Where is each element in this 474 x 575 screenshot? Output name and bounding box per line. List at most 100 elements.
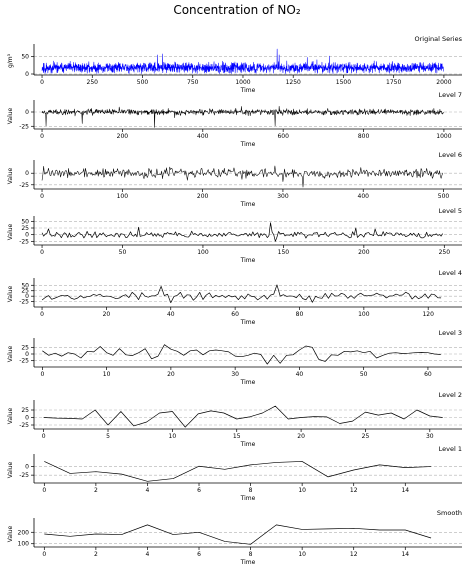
y-axis-label: Value xyxy=(7,285,14,302)
series-line xyxy=(41,48,444,74)
x-tick-label: 60 xyxy=(424,371,432,378)
x-tick-label: 250 xyxy=(439,249,451,256)
x-axis-label: Time xyxy=(240,87,256,94)
x-tick-label: 0 xyxy=(40,133,44,140)
x-axis-label: Time xyxy=(240,319,256,326)
x-axis-label: Time xyxy=(240,379,256,386)
x-tick-label: 250 xyxy=(87,79,99,86)
x-tick-label: 750 xyxy=(187,79,199,86)
y-axis-label: Value xyxy=(7,345,14,362)
series-line xyxy=(44,524,432,545)
x-tick-label: 5 xyxy=(106,433,110,440)
x-axis-label: Time xyxy=(240,441,256,448)
x-tick-label: 25 xyxy=(362,433,370,440)
x-tick-label: 30 xyxy=(231,371,239,378)
y-tick-label: 200 xyxy=(18,529,30,536)
panel-1: Level 7 -25 0 0 200 400 600 800 1000 Time Value xyxy=(7,91,462,148)
x-tick-label: 600 xyxy=(277,133,289,140)
y-tick-label: 0 xyxy=(25,464,29,471)
x-tick-label: 20 xyxy=(103,311,111,318)
x-tick-label: 0 xyxy=(40,79,44,86)
x-tick-label: 12 xyxy=(350,551,358,558)
y-tick-label: 25 xyxy=(21,407,29,414)
x-tick-label: 0 xyxy=(40,311,44,318)
x-tick-label: 1500 xyxy=(336,79,351,86)
series-line xyxy=(41,222,443,242)
x-tick-label: 2000 xyxy=(436,79,451,86)
y-tick-label: 0 xyxy=(25,109,29,116)
x-tick-label: 4 xyxy=(146,551,150,558)
x-tick-label: 10 xyxy=(298,551,306,558)
x-tick-label: 2 xyxy=(94,551,98,558)
panel-title: Level 5 xyxy=(439,207,462,215)
x-tick-label: 12 xyxy=(350,487,358,494)
x-tick-label: 0 xyxy=(40,249,44,256)
y-axis-label: Value xyxy=(7,461,14,478)
x-tick-label: 20 xyxy=(167,371,175,378)
x-tick-label: 40 xyxy=(296,371,304,378)
x-tick-label: 0 xyxy=(40,193,44,200)
y-tick-label: -25 xyxy=(19,422,29,429)
x-tick-label: 100 xyxy=(117,193,129,200)
y-tick-label: -25 xyxy=(19,299,29,306)
panel-title: Level 1 xyxy=(439,445,462,453)
x-tick-label: 200 xyxy=(197,193,209,200)
y-axis-label: g/m³ xyxy=(7,53,14,68)
x-tick-label: 14 xyxy=(401,487,409,494)
y-tick-label: 0 xyxy=(25,71,29,78)
y-tick-label: -25 xyxy=(19,182,29,189)
x-tick-label: 80 xyxy=(296,311,304,318)
x-axis-label: Time xyxy=(240,201,256,208)
series-line xyxy=(43,405,443,428)
x-tick-label: 0 xyxy=(40,371,44,378)
y-tick-label: -25 xyxy=(19,358,29,365)
series-line xyxy=(41,106,444,128)
x-tick-label: 14 xyxy=(401,551,409,558)
x-tick-label: 800 xyxy=(358,133,370,140)
y-axis-label: Value xyxy=(7,525,14,542)
x-tick-label: 2 xyxy=(94,487,98,494)
x-tick-label: 400 xyxy=(197,133,209,140)
x-tick-label: 15 xyxy=(233,433,241,440)
x-tick-label: 50 xyxy=(119,249,127,256)
x-tick-label: 20 xyxy=(297,433,305,440)
y-tick-label: -25 xyxy=(19,123,29,130)
x-tick-label: 100 xyxy=(358,311,370,318)
panel-title: Level 6 xyxy=(439,151,462,159)
y-tick-label: 0 xyxy=(25,170,29,177)
x-tick-label: 4 xyxy=(146,487,150,494)
x-tick-label: 500 xyxy=(137,79,149,86)
y-tick-label: 0 xyxy=(25,351,29,358)
panel-title: Level 2 xyxy=(439,391,462,399)
panel-title: Level 4 xyxy=(439,269,462,277)
x-axis-label: Time xyxy=(240,559,256,566)
x-tick-label: 150 xyxy=(278,249,290,256)
y-tick-label: -25 xyxy=(19,472,29,479)
y-tick-label: -25 xyxy=(19,238,29,245)
series-line xyxy=(44,461,432,482)
y-tick-label: 50 xyxy=(21,54,29,61)
y-tick-label: 50 xyxy=(21,218,29,225)
figure-title: Concentration of NO₂ xyxy=(173,3,301,17)
y-axis-label: Value xyxy=(7,223,14,240)
x-tick-label: 300 xyxy=(277,193,289,200)
x-tick-label: 10 xyxy=(298,487,306,494)
series-line xyxy=(41,284,442,304)
x-tick-label: 0 xyxy=(42,433,46,440)
y-tick-label: 0 xyxy=(25,415,29,422)
panel-2: Level 6 -25 0 0 100 200 300 400 500 Time Value xyxy=(7,151,462,208)
x-tick-label: 0 xyxy=(42,551,46,558)
y-tick-label: 25 xyxy=(21,225,29,232)
x-tick-label: 500 xyxy=(438,193,450,200)
y-tick-label: 0 xyxy=(25,293,29,300)
x-tick-label: 50 xyxy=(360,371,368,378)
x-tick-label: 8 xyxy=(249,487,253,494)
panel-title: Original Series xyxy=(415,35,463,43)
panel-8: Smooth 100 200 0 2 4 6 8 10 12 14 Time Value xyxy=(7,509,462,566)
